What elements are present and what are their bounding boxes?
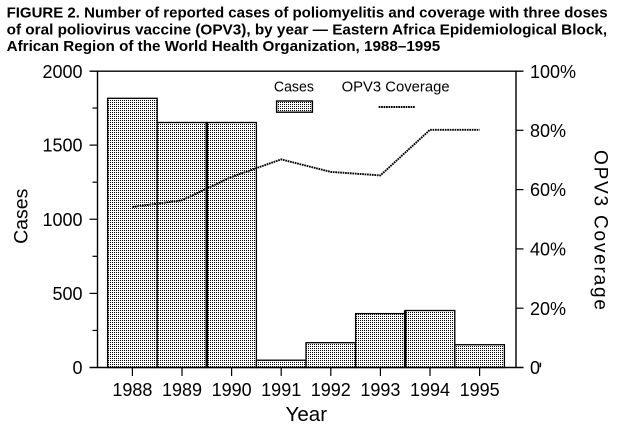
svg-text:1988: 1988 [112, 380, 152, 400]
svg-text:African Region of the World He: African Region of the World Health Organ… [7, 38, 441, 55]
svg-text:100%: 100% [530, 62, 576, 82]
svg-text:Year: Year [286, 403, 328, 426]
svg-text:FIGURE 2. Number of reported c: FIGURE 2. Number of reported cases of po… [7, 5, 608, 22]
svg-text:1995: 1995 [460, 380, 500, 400]
svg-text:1500: 1500 [42, 136, 82, 156]
svg-text:Cases: Cases [274, 79, 314, 96]
svg-text:OPV3 Coverage: OPV3 Coverage [342, 79, 450, 96]
svg-text:of oral poliovirus vaccine (OP: of oral poliovirus vaccine (OPV3), by ye… [7, 22, 608, 39]
svg-text:40%: 40% [530, 240, 566, 260]
svg-text:1990: 1990 [212, 380, 252, 400]
svg-text:60%: 60% [530, 180, 566, 200]
svg-text:1992: 1992 [311, 380, 351, 400]
svg-text:2000: 2000 [42, 62, 82, 82]
svg-text:20%: 20% [530, 299, 566, 319]
svg-text:OPV3 Coverage: OPV3 Coverage [589, 150, 610, 310]
svg-text:Cases: Cases [11, 188, 33, 244]
svg-text:1993: 1993 [360, 380, 400, 400]
svg-text:1991: 1991 [261, 380, 301, 400]
svg-text:0: 0 [72, 358, 82, 378]
svg-text:0: 0 [530, 358, 540, 378]
svg-text:1989: 1989 [162, 380, 202, 400]
svg-text:500: 500 [52, 284, 82, 304]
svg-text:80%: 80% [530, 121, 566, 141]
svg-text:1000: 1000 [42, 210, 82, 230]
svg-text:1994: 1994 [410, 380, 450, 400]
